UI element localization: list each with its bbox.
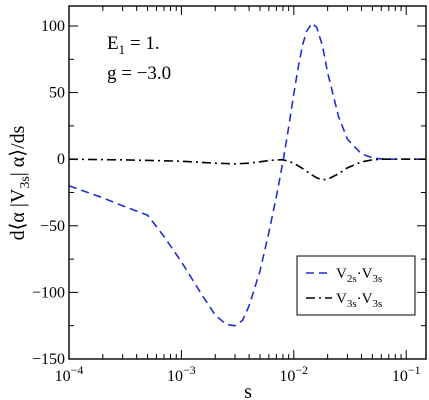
legend-label-v3s-v3s: V3s·V3s <box>336 291 382 310</box>
series-line-v2s-v3s <box>69 22 426 327</box>
y-tick-label: 100 <box>41 18 65 35</box>
x-tick-label: 10−2 <box>279 363 308 385</box>
y-axis-label: d⟨α |V3s| α⟩/ds <box>7 125 33 240</box>
legend: V2s·V3s V3s·V3s <box>296 255 416 316</box>
y-tick-label: −150 <box>32 351 65 368</box>
series-layer <box>69 22 426 327</box>
series-line-v3s-v3s <box>69 158 426 181</box>
plot-frame <box>68 5 427 360</box>
annotation-energy: E1 = 1. <box>107 33 160 57</box>
x-axis-label: s <box>244 381 252 400</box>
legend-box <box>296 255 416 316</box>
legend-label-v2s-v3s: V2s·V3s <box>336 266 382 285</box>
ticks-layer: −150 −100 −50 0 50 100 10−4 10−3 10−2 10−1 <box>32 6 426 385</box>
annotation-coupling: g = −3.0 <box>107 63 171 84</box>
x-tick-label: 10−4 <box>55 363 84 385</box>
annotation-energy-sub: 1 <box>119 42 126 57</box>
y-tick-label: −100 <box>32 284 65 301</box>
x-tick-label: 10−3 <box>167 363 196 385</box>
y-tick-label: 50 <box>49 85 65 102</box>
y-tick-label: 0 <box>57 151 65 168</box>
x-tick-label: 10−1 <box>392 363 421 385</box>
y-tick-label: −50 <box>40 218 65 235</box>
